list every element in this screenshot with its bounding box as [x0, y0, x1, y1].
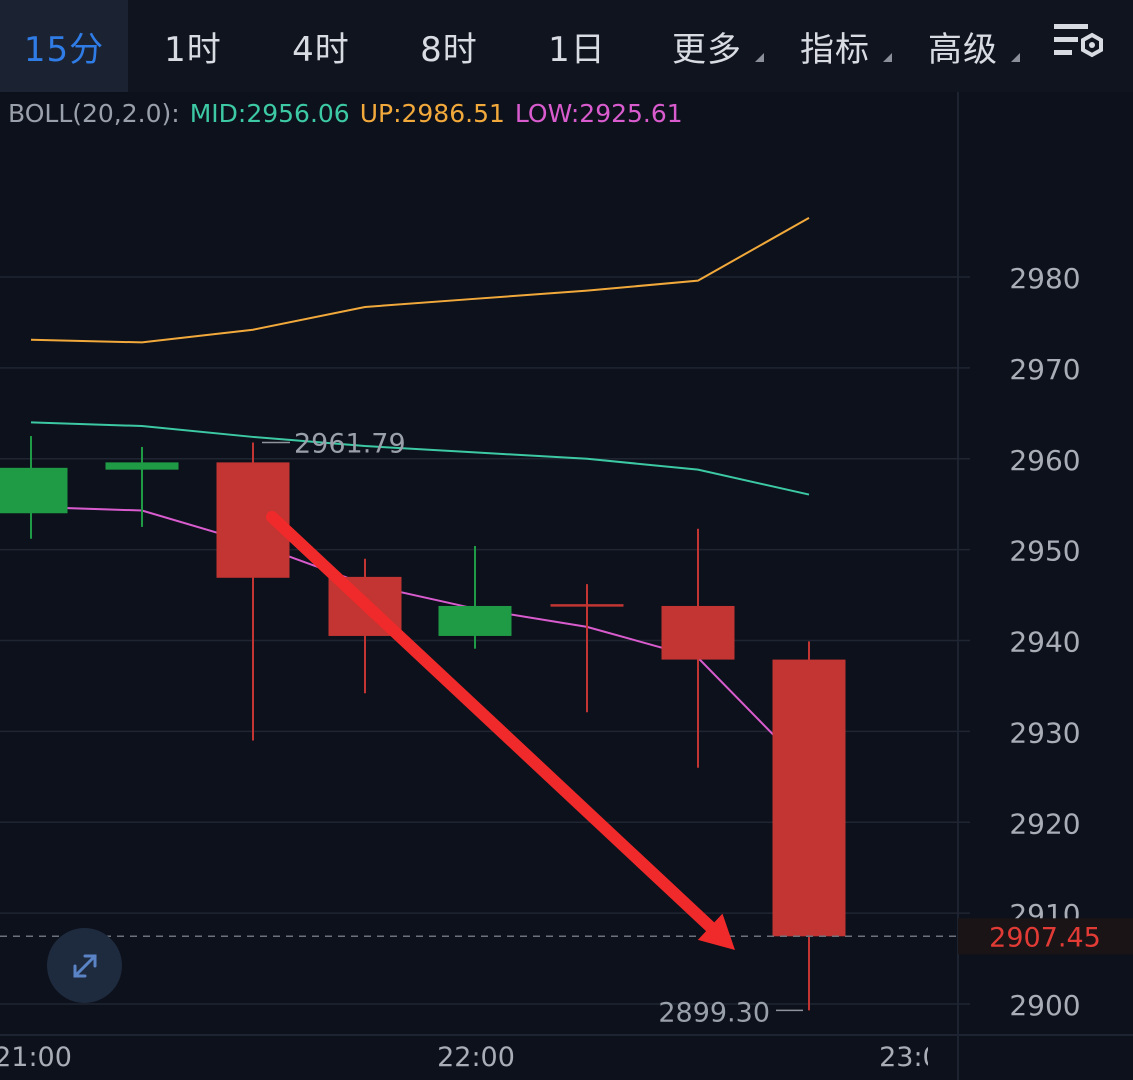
- tab-label: 更多: [672, 29, 742, 70]
- tab-5[interactable]: 更多: [644, 0, 770, 92]
- tab-4[interactable]: 1日: [514, 0, 640, 92]
- x-tick-label: 21:00: [0, 1042, 72, 1073]
- boll-low-value: LOW:2925.61: [514, 98, 683, 128]
- timeframe-tab-bar: 15分 1时 4时 8时 1日 更多 指标 高级: [0, 0, 1133, 92]
- boll-indicator-legend: BOLL(20,2.0): MID:2956.06 UP:2986.51 LOW…: [8, 95, 683, 131]
- tab-1[interactable]: 1时: [130, 0, 256, 92]
- boll-up-value: UP:2986.51: [359, 98, 505, 128]
- tab-0[interactable]: 15分: [0, 0, 128, 92]
- candle-body: [0, 467, 68, 514]
- tab-label: 1时: [164, 29, 222, 70]
- current-price-value: 2907.45: [989, 922, 1101, 953]
- expand-button[interactable]: [47, 928, 122, 1003]
- tab-label: 指标: [800, 29, 870, 70]
- candle-body: [105, 462, 179, 470]
- candle-body: [661, 605, 735, 660]
- candlestick-chart[interactable]: 29802970296029502940293029202910290021:0…: [0, 92, 1133, 1080]
- dropdown-caret-icon: [883, 53, 892, 62]
- tab-label: 1日: [548, 29, 606, 70]
- x-tick-label: 23:00: [879, 1042, 957, 1073]
- y-tick-label: 2970: [1009, 353, 1080, 386]
- expand-arrows-icon: [73, 954, 96, 977]
- settings-sliders-icon[interactable]: [1050, 18, 1110, 68]
- tab-label: 高级: [928, 29, 998, 70]
- trend-arrow-shaft: [266, 511, 717, 933]
- trend-arrow-head: [697, 913, 735, 950]
- candle-body: [438, 605, 512, 636]
- current-price-tag: [958, 918, 1133, 955]
- y-tick-label: 2960: [1009, 444, 1080, 477]
- boll-upper-line: [30, 216, 810, 344]
- boll-mid-value: MID:2956.06: [189, 98, 350, 128]
- tab-label: 8时: [420, 29, 478, 70]
- candle-body: [772, 659, 846, 937]
- y-tick-label: 2900: [1009, 989, 1080, 1022]
- dropdown-caret-icon: [1011, 53, 1020, 62]
- y-tick-label: 2920: [1009, 807, 1080, 840]
- tab-label: 15分: [23, 29, 105, 70]
- boll-mid-line: [30, 421, 810, 496]
- tab-7[interactable]: 高级: [900, 0, 1026, 92]
- high-price-label: 2961.79: [294, 428, 406, 459]
- low-price-label: 2899.30: [658, 997, 770, 1028]
- tab-2[interactable]: 4时: [258, 0, 384, 92]
- dropdown-caret-icon: [755, 53, 764, 62]
- y-tick-label: 2980: [1009, 262, 1080, 295]
- y-tick-label: 2950: [1009, 535, 1080, 568]
- tab-label: 4时: [292, 29, 350, 70]
- x-tick-label: 22:00: [437, 1042, 515, 1073]
- tab-6[interactable]: 指标: [772, 0, 898, 92]
- boll-name: BOLL(20,2.0):: [8, 98, 180, 128]
- candle-body: [550, 604, 624, 607]
- tab-3[interactable]: 8时: [386, 0, 512, 92]
- y-tick-label: 2940: [1009, 626, 1080, 659]
- y-tick-label: 2930: [1009, 716, 1080, 749]
